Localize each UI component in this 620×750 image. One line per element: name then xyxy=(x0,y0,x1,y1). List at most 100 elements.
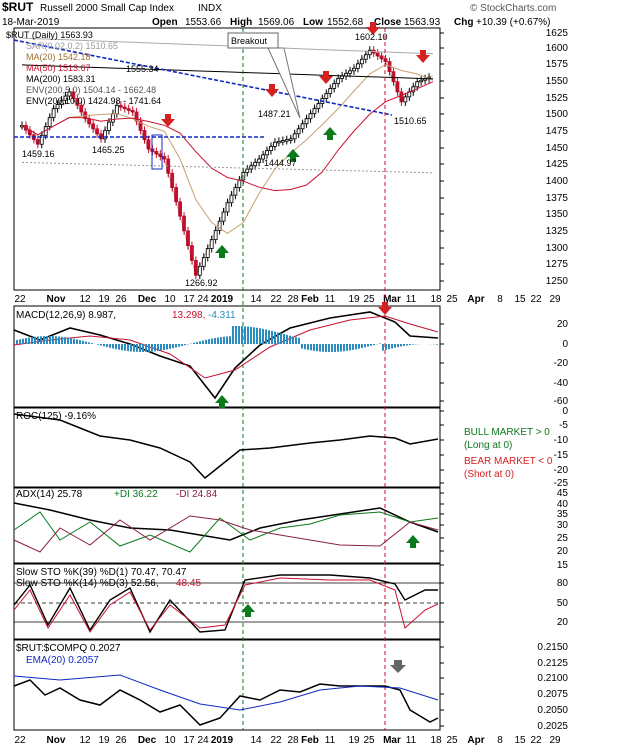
x-axis-top-label: 10 xyxy=(164,294,176,305)
macd-hist-bar xyxy=(268,330,270,344)
candle-body xyxy=(379,55,384,60)
candle-body xyxy=(126,108,131,111)
y-tick-label: 1300 xyxy=(546,243,569,254)
macd-hist-bar xyxy=(85,341,87,344)
exchange: INDX xyxy=(198,3,222,14)
candle-body xyxy=(79,104,84,113)
y-tick-label: -20 xyxy=(554,465,569,476)
y-tick-label: 30 xyxy=(557,520,569,531)
macd-hist-bar xyxy=(202,340,204,344)
macd-hist-bar xyxy=(391,344,393,349)
candle-body xyxy=(237,179,242,188)
x-axis-bottom-label: 11 xyxy=(406,735,417,746)
note-bull-sub: (Long at 0) xyxy=(464,440,512,451)
up-arrow xyxy=(215,245,229,258)
macd-hist-bar xyxy=(232,326,234,344)
ratio-ema-line xyxy=(13,674,439,711)
panel-frame xyxy=(13,305,441,408)
index-name: Russell 2000 Small Cap Index xyxy=(40,3,174,14)
legend-ratio: $RUT:$COMPQ 0.2027 xyxy=(16,643,121,654)
y-tick-label: 15 xyxy=(557,560,569,571)
chg-label: Chg xyxy=(454,17,473,28)
x-axis-top-label: Dec xyxy=(138,294,157,305)
candle-body xyxy=(170,172,175,188)
macd-hist-bar xyxy=(289,335,291,344)
x-axis-bottom-label: 22 xyxy=(14,735,26,746)
macd-hist-bar xyxy=(22,338,24,344)
candle-body xyxy=(95,128,99,135)
down-arrow xyxy=(366,22,380,35)
legend-macd-hist: -4.311 xyxy=(208,310,236,321)
high-label: High xyxy=(230,17,252,28)
y-tick-label: 0.2025 xyxy=(537,721,568,732)
x-axis-bottom-label: Nov xyxy=(47,735,66,746)
adx-line xyxy=(13,502,439,541)
macd-hist-bar xyxy=(253,327,255,344)
x-axis-top-label: 14 xyxy=(250,294,262,305)
legend-env10: ENV(200,10.0) 1424.98 - 1741.64 xyxy=(26,96,161,106)
legend-sto-39: Slow STO %K(39) %D(1) 70.47, 70.47 xyxy=(16,567,187,578)
candle-body xyxy=(114,104,119,115)
macd-hist-bar xyxy=(271,330,273,344)
candle-body xyxy=(356,63,360,69)
down-arrow xyxy=(378,302,392,315)
candle-body xyxy=(51,108,56,118)
x-axis-bottom-label: 22 xyxy=(530,735,542,746)
macd-hist-bar xyxy=(49,336,51,344)
candle-body xyxy=(205,248,210,258)
macd-hist-bar xyxy=(397,344,399,348)
macd-hist-bar xyxy=(70,338,72,344)
macd-hist-bar xyxy=(334,344,336,352)
open-value: 1553.66 xyxy=(185,17,222,28)
candle-body xyxy=(391,71,396,83)
y-tick-label: 1425 xyxy=(546,159,569,170)
y-tick-label: -60 xyxy=(554,396,569,407)
down-arrow-shape xyxy=(161,114,175,127)
macd-hist-bar xyxy=(34,336,36,344)
macd-hist-bar xyxy=(283,334,285,344)
candle-body xyxy=(257,158,262,163)
legend-roc: ROC(125) -9.16% xyxy=(16,411,96,422)
macd-hist-bar xyxy=(259,328,261,344)
macd-hist-bar xyxy=(412,344,414,345)
candle-body xyxy=(375,52,380,57)
candle-body xyxy=(221,211,226,222)
price-annotations: Breakout 1459.16 1465.25 1555.34 1487.21… xyxy=(22,32,427,288)
down-arrow-shape xyxy=(378,302,392,315)
candle-body xyxy=(47,117,52,127)
legend-env5: ENV(200,5.0) 1504.14 - 1662.48 xyxy=(26,85,156,95)
x-axis-bottom-label: 19 xyxy=(348,735,360,746)
y-tick-label: 1575 xyxy=(546,59,569,70)
legend-sto-14: Slow STO %K(14) %D(3) 52.56, xyxy=(16,578,159,589)
candle-body xyxy=(383,58,388,62)
up-arrow xyxy=(406,535,420,548)
macd-hist-bar xyxy=(394,344,396,348)
high-value: 1569.06 xyxy=(258,17,295,28)
macd-hist-bar xyxy=(343,344,345,352)
candle-body xyxy=(265,150,269,156)
x-axis-top-label: 19 xyxy=(348,294,360,305)
candle-body xyxy=(332,83,337,89)
macd-hist-bar xyxy=(292,336,294,344)
macd-hist-bar xyxy=(61,336,63,344)
candle-body xyxy=(296,128,301,135)
macd-line xyxy=(13,311,439,400)
macd-hist-bar xyxy=(142,344,144,352)
macd-hist-bar xyxy=(247,326,249,344)
macd-hist-bar xyxy=(295,337,297,344)
x-axis-top-label: 15 xyxy=(514,294,526,305)
candle-body xyxy=(367,49,372,56)
y-tick-label: 20 xyxy=(557,546,569,557)
macd-hist-bar xyxy=(172,344,174,349)
y-tick-label: 80 xyxy=(557,578,569,589)
up-arrow-shape xyxy=(215,395,229,408)
y-tick-label: 20 xyxy=(557,617,569,628)
macd-hist-bar xyxy=(436,344,438,345)
macd-hist-bar xyxy=(136,344,138,352)
macd-hist-bar xyxy=(262,328,264,344)
candle-body xyxy=(324,93,329,99)
x-axis-top-label: 11 xyxy=(325,294,336,305)
macd-hist-bar xyxy=(337,344,339,352)
note-bear-sub: (Short at 0) xyxy=(464,469,514,480)
macd-hist-bar xyxy=(139,344,141,352)
